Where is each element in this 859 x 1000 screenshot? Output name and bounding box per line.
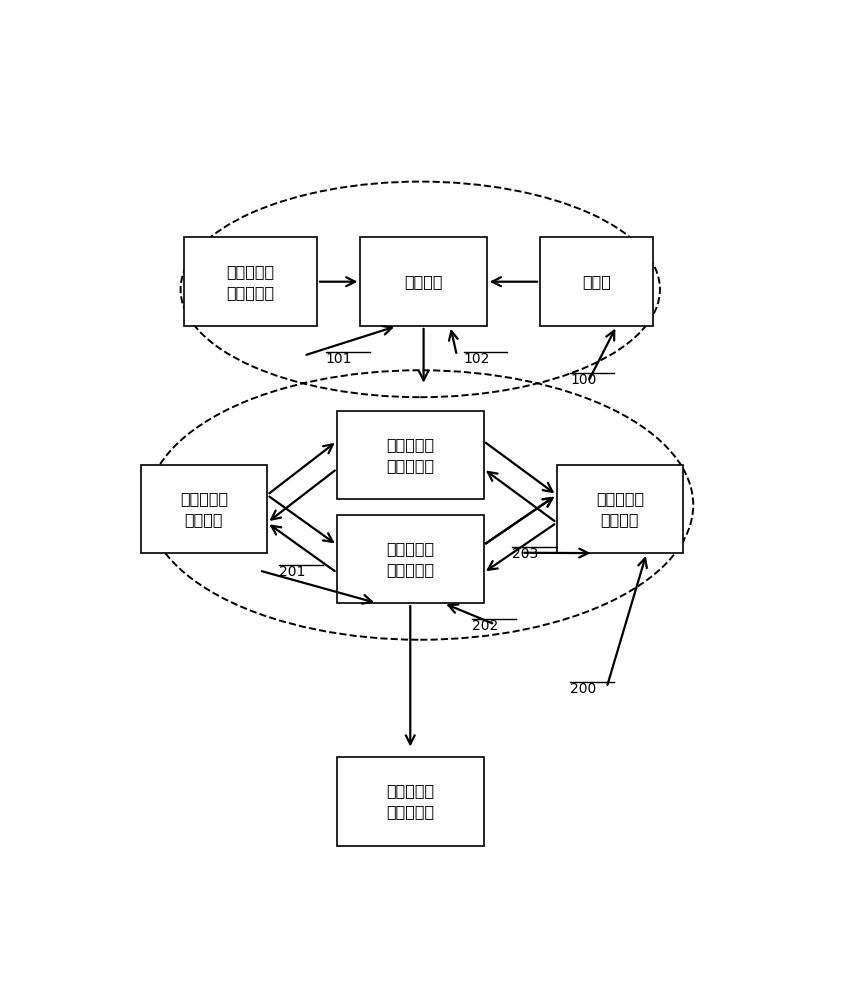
Text: 染料池: 染料池 [582,274,611,289]
Text: 100: 100 [570,373,596,387]
Bar [337,757,484,846]
Text: 202: 202 [472,619,498,633]
Text: 102: 102 [464,352,490,366]
Text: 染后的纤维
纱线、织物: 染后的纤维 纱线、织物 [387,783,435,819]
Text: 超临界流体
显色固色釜: 超临界流体 显色固色釜 [387,541,435,577]
Text: 待染纤维、
纱线、织物: 待染纤维、 纱线、织物 [227,264,275,300]
Bar [361,237,487,326]
Bar [337,411,484,499]
Text: 超临界流体
回收装置: 超临界流体 回收装置 [596,491,644,527]
Bar [141,465,267,553]
Bar [557,465,683,553]
Text: 超临界流体
供应装置: 超临界流体 供应装置 [180,491,228,527]
Bar [540,237,654,326]
Text: 203: 203 [512,547,539,561]
Bar [184,237,317,326]
Text: 201: 201 [279,565,306,579]
Text: 101: 101 [326,352,352,366]
Text: 超临界流体
显色固色釜: 超临界流体 显色固色釜 [387,437,435,473]
Text: 200: 200 [570,682,596,696]
Bar [337,515,484,603]
Text: 上染装置: 上染装置 [405,274,443,289]
